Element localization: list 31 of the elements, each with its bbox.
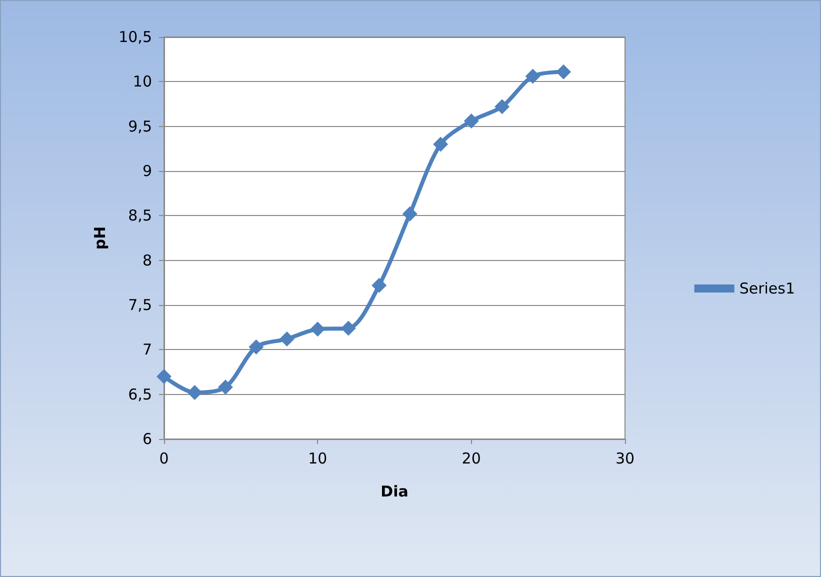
x-axis-title: Dia [380,482,408,500]
point [218,380,233,395]
x-tick-label: 10 [308,450,328,468]
y-tick-label: 8,5 [128,206,152,225]
point [310,322,326,337]
point [525,68,540,84]
y-tick-label: 7,5 [128,296,152,314]
x-tick-label: 0 [159,450,169,468]
point [340,320,356,336]
x-tick-label: 30 [615,450,635,468]
point [279,331,294,346]
x-tick-label: 20 [462,450,481,468]
point [248,339,264,354]
point [402,206,418,222]
y-tick-label: 10,5 [118,28,152,46]
point [494,99,510,114]
point [372,278,387,293]
point [187,385,202,400]
point [464,113,479,128]
point [556,64,572,80]
y-tick-label: 10 [132,72,152,91]
y-tick-label: 6 [142,430,152,448]
y-axis-title: pH [91,226,110,250]
y-tick-label: 7 [142,340,152,359]
y-tick-label: 6,5 [128,385,152,404]
y-tick-label: 9 [142,162,152,180]
point [156,368,172,384]
point [433,136,448,152]
y-tick-label: 9,5 [128,117,152,136]
y-tick-label: 8 [142,251,152,270]
legend-label: Series1 [739,280,795,298]
